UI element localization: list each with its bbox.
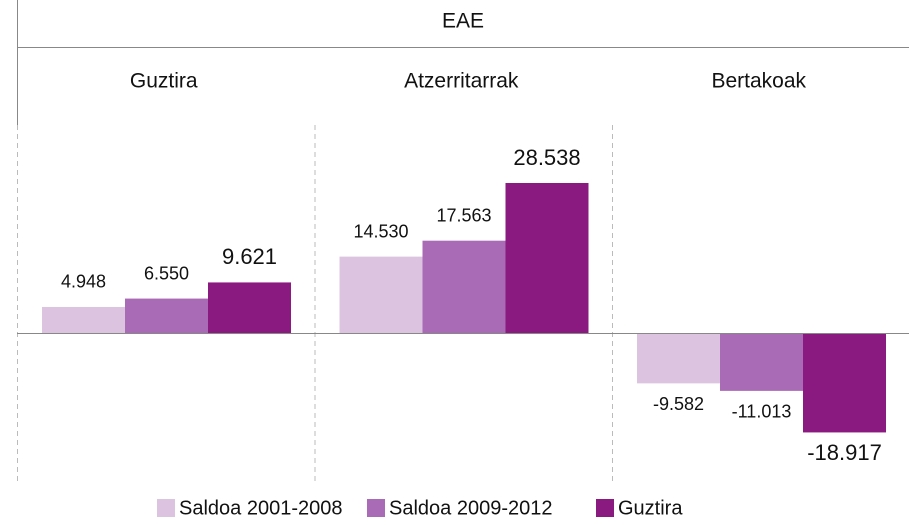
bar (339, 256, 423, 333)
value-label: -11.013 (732, 402, 792, 422)
value-label: -9.582 (653, 394, 704, 414)
bar (42, 306, 125, 333)
chart-title: EAE (442, 10, 484, 33)
bar (208, 282, 291, 333)
bar (720, 333, 803, 391)
value-label: 6.550 (144, 263, 189, 283)
bar (125, 298, 208, 333)
value-label: 14.530 (353, 221, 408, 241)
bar (803, 333, 886, 433)
value-label: 28.538 (513, 145, 580, 170)
legend-label: Saldoa 2009-2012 (389, 497, 552, 519)
legend-swatch (596, 499, 614, 517)
category-label: Bertakoak (711, 70, 806, 93)
legend-label: Saldoa 2001-2008 (179, 497, 342, 519)
legend-swatch (367, 499, 385, 517)
legend-swatch (157, 499, 175, 517)
value-label: -18.917 (807, 440, 882, 465)
value-label: 9.621 (222, 244, 277, 269)
value-label: 17.563 (436, 205, 491, 225)
bar (422, 240, 506, 333)
bar (637, 333, 720, 384)
category-label: Atzerritarrak (404, 70, 519, 93)
category-label: Guztira (130, 70, 198, 93)
value-label: 4.948 (61, 272, 106, 292)
legend-label: Guztira (618, 497, 683, 519)
bar (505, 183, 589, 333)
